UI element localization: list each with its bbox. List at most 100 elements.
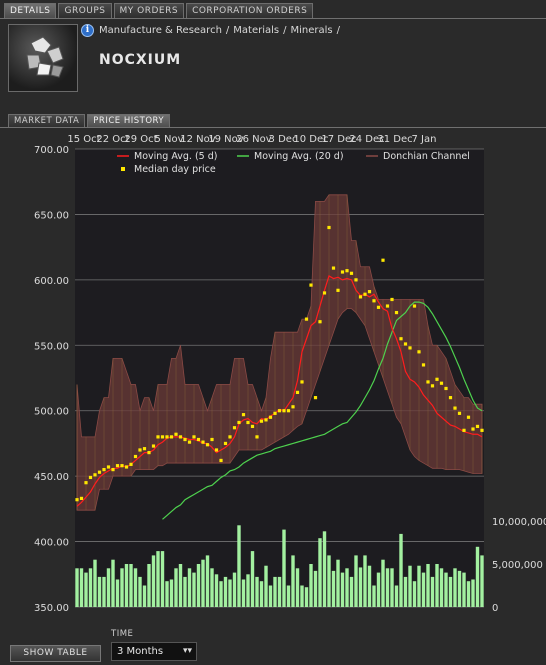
volume-bar — [291, 555, 295, 607]
median-price-point — [133, 454, 138, 459]
tab-corporation-orders[interactable]: CORPORATION ORDERS — [186, 3, 314, 18]
volume-bar — [277, 576, 282, 607]
volume-bar — [187, 568, 192, 607]
median-price-point — [444, 386, 448, 391]
median-price-point — [340, 270, 345, 274]
legend-label: Moving Avg. (5 d) — [134, 151, 217, 162]
median-price-point — [354, 278, 358, 282]
breadcrumb-item-manufacture[interactable]: Manufacture & Research — [99, 25, 222, 36]
median-price-point — [187, 440, 192, 444]
legend-swatch — [121, 167, 125, 171]
volume-bar — [426, 564, 430, 607]
volume-bar — [300, 585, 304, 607]
tab-divider — [0, 18, 546, 19]
median-price-point — [84, 481, 88, 485]
median-price-point — [201, 440, 205, 444]
volume-bar — [390, 568, 394, 607]
volume-bar — [160, 551, 165, 607]
tab-groups[interactable]: GROUPS — [58, 3, 112, 18]
median-price-point — [367, 290, 372, 294]
volume-bar — [462, 572, 466, 607]
tab-price-history[interactable]: PRICE HISTORY — [87, 114, 171, 128]
median-price-point — [300, 380, 304, 384]
volume-bar — [174, 568, 178, 607]
median-price-point — [205, 443, 210, 447]
volume-bar — [444, 572, 448, 607]
volume-bar — [255, 576, 259, 607]
median-price-point — [430, 384, 435, 388]
median-price-point — [453, 406, 457, 410]
y-tick-label: 600.00 — [34, 276, 69, 287]
volume-bar — [178, 564, 183, 607]
median-price-point — [313, 396, 318, 400]
median-price-point — [151, 444, 156, 448]
volume-bar — [417, 565, 421, 607]
y-tick-label: 400.00 — [34, 538, 69, 549]
time-label: TIME — [111, 629, 134, 639]
x-tick-label: 15 Oct — [67, 134, 100, 145]
item-title: NOCXIUM — [99, 52, 182, 68]
x-tick-label: 24 Dec — [349, 134, 384, 145]
volume-bar — [403, 576, 408, 607]
breadcrumb-item-materials[interactable]: Materials — [233, 25, 280, 36]
volume-tick-label: 0 — [492, 603, 498, 614]
time-range-value: 3 Months — [117, 646, 164, 657]
median-price-point — [129, 462, 133, 466]
tab-market-data[interactable]: MARKET DATA — [8, 114, 86, 128]
volume-bar — [79, 568, 84, 607]
show-table-button[interactable]: SHOW TABLE — [10, 645, 101, 662]
volume-bar — [412, 581, 417, 607]
x-tick-label: 5 Nov — [154, 134, 183, 145]
tab-my-orders[interactable]: MY ORDERS — [113, 3, 185, 18]
volume-bar — [318, 538, 322, 607]
volume-bar — [304, 587, 309, 607]
median-price-point — [219, 458, 223, 463]
volume-tick-label: 5,000,000 — [492, 560, 543, 571]
volume-bar — [354, 555, 358, 607]
volume-bar — [448, 576, 453, 607]
volume-bar — [192, 572, 196, 607]
median-price-point — [255, 435, 259, 439]
volume-bar — [196, 564, 201, 607]
volume-bar — [106, 568, 111, 607]
volume-bar — [421, 572, 426, 607]
median-price-point — [106, 465, 111, 469]
median-price-point — [273, 411, 277, 415]
info-icon[interactable]: i — [81, 24, 94, 37]
volume-bar — [273, 576, 277, 607]
ore-chunks-icon — [26, 36, 64, 78]
breadcrumb-item-minerals[interactable]: Minerals — [290, 25, 333, 36]
volume-tick-label: 10,000,000 — [492, 517, 546, 528]
median-price-point — [268, 415, 273, 419]
median-price-point — [97, 470, 102, 474]
volume-bar — [336, 559, 340, 607]
volume-bar — [453, 568, 457, 607]
tab-details[interactable]: DETAILS — [4, 3, 57, 18]
median-price-point — [223, 441, 228, 446]
median-price-point — [142, 447, 147, 451]
x-tick-label: 7 Jan — [412, 134, 437, 145]
volume-bar — [246, 574, 250, 607]
median-price-point — [394, 310, 399, 315]
median-price-point — [138, 448, 142, 452]
median-price-point — [88, 475, 93, 480]
median-price-point — [417, 350, 421, 354]
volume-bar — [376, 572, 381, 607]
median-price-point — [241, 413, 246, 417]
median-price-point — [75, 498, 79, 502]
x-tick-label: 29 Oct — [124, 134, 157, 145]
time-range-select[interactable]: 3 Months ▾▾ — [111, 642, 197, 661]
breadcrumb-separator: / — [336, 25, 340, 36]
volume-bar — [241, 579, 246, 607]
median-price-point — [390, 297, 394, 302]
volume-bar — [129, 564, 133, 607]
median-price-point — [349, 271, 354, 275]
median-price-point — [237, 420, 241, 425]
median-price-point — [435, 377, 439, 381]
volume-bar — [124, 564, 129, 607]
volume-bar — [201, 559, 205, 607]
median-price-point — [448, 396, 453, 400]
volume-bar — [133, 568, 138, 607]
volume-bar — [435, 564, 439, 607]
median-price-point — [250, 424, 255, 429]
